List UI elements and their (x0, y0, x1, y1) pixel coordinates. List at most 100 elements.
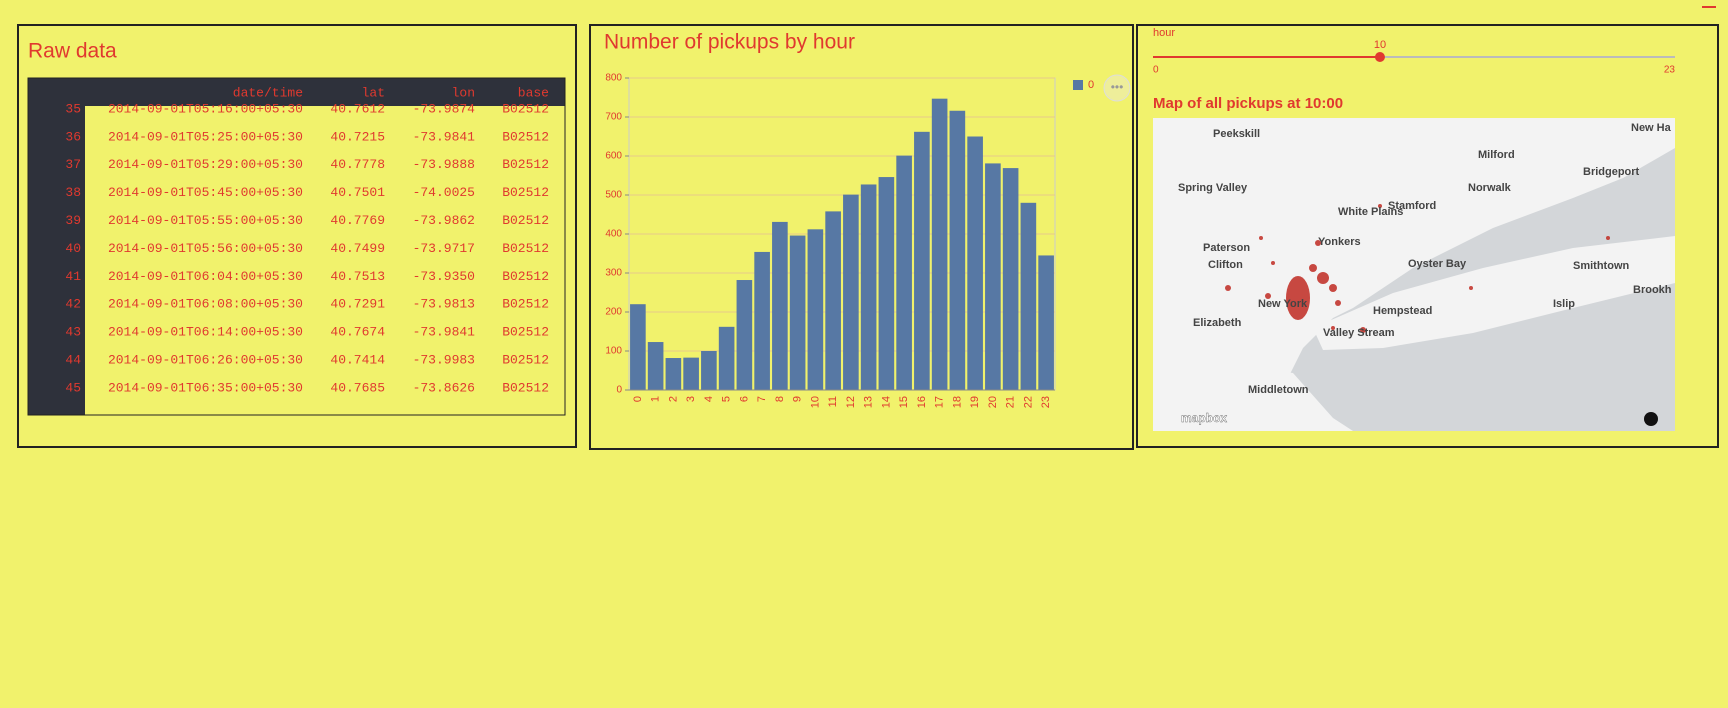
x-tick-label: 22 (1022, 396, 1034, 408)
chart-panel (589, 24, 1134, 450)
row-index: 40 (65, 241, 81, 256)
x-tick-label: 8 (774, 396, 786, 402)
table-cell: 40.7778 (330, 157, 385, 172)
place-label: Yonkers (1318, 236, 1361, 248)
y-tick-label: 700 (605, 112, 622, 123)
bar (825, 211, 841, 390)
table-cell: 40.7291 (330, 297, 385, 312)
place-label: Oyster Bay (1408, 258, 1467, 270)
table-cell: B02512 (502, 297, 549, 312)
index-column (28, 78, 85, 415)
table-cell: 2014-09-01T05:25:00+05:30 (108, 129, 303, 144)
slider-max: 23 (1664, 65, 1676, 76)
bar (1002, 168, 1019, 390)
table-cell: -73.9983 (413, 353, 475, 368)
x-tick-label: 20 (987, 396, 999, 408)
bar (1020, 202, 1037, 390)
place-label: Paterson (1203, 242, 1250, 254)
place-label: Peekskill (1213, 128, 1260, 140)
x-tick-label: 13 (863, 396, 875, 408)
place-label: New Ha (1631, 122, 1672, 134)
place-label: White Plains (1338, 206, 1403, 218)
y-tick-label: 300 (605, 268, 622, 279)
table-cell: 2014-09-01T05:16:00+05:30 (108, 101, 303, 116)
table-cell: -73.9841 (413, 129, 476, 144)
bar (683, 357, 699, 390)
table-cell: B02512 (502, 325, 549, 340)
map[interactable]: Peekskill New Ha Milford Bridgeport Norwalk S… (1153, 118, 1675, 431)
table-cell: 2014-09-01T06:08:00+05:30 (108, 297, 303, 312)
menu-icon[interactable] (1702, 6, 1716, 8)
bar (985, 163, 1001, 390)
slider-value: 10 (1374, 39, 1386, 51)
table-cell: 2014-09-01T06:04:00+05:30 (108, 269, 303, 284)
bar (1038, 255, 1054, 390)
table-cell: -73.9717 (413, 241, 475, 256)
row-index: 42 (65, 297, 81, 312)
x-tick-label: 23 (1040, 396, 1052, 408)
place-label: Norwalk (1468, 182, 1512, 194)
table-cell: 40.7499 (330, 241, 385, 256)
place-label: Milford (1478, 149, 1515, 161)
table-cell: B02512 (502, 380, 549, 395)
bar (665, 358, 682, 390)
x-tick-label: 4 (703, 396, 715, 402)
x-tick-label: 9 (792, 396, 804, 402)
bar (718, 326, 735, 390)
table-cell: B02512 (502, 353, 549, 368)
table-cell: 40.7501 (330, 185, 385, 200)
y-tick-label: 400 (605, 229, 622, 240)
map-info-button[interactable] (1644, 412, 1658, 426)
bar (789, 235, 806, 390)
table-cell: B02512 (502, 185, 549, 200)
y-tick-label: 100 (605, 346, 622, 357)
table-cell: 40.7674 (330, 325, 385, 340)
bar (772, 221, 788, 390)
x-tick-label: 1 (650, 396, 662, 402)
x-tick-label: 15 (898, 396, 910, 408)
map-panel (1136, 24, 1719, 448)
bar (843, 194, 859, 390)
y-tick-label: 0 (616, 385, 622, 396)
chart-menu-dots: ••• (1111, 80, 1124, 94)
x-tick-label: 18 (951, 396, 963, 408)
row-index: 35 (65, 101, 81, 116)
place-label: Valley Stream (1323, 327, 1395, 339)
table-cell: 40.7414 (330, 353, 385, 368)
x-tick-label: 5 (721, 396, 733, 402)
table-cell: 2014-09-01T06:26:00+05:30 (108, 353, 303, 368)
table-cell: -73.9888 (413, 157, 475, 172)
bar (967, 136, 983, 390)
x-tick-label: 3 (685, 396, 697, 402)
table-cell: 2014-09-01T05:45:00+05:30 (108, 185, 303, 200)
place-label: New York (1258, 298, 1308, 310)
slider-thumb[interactable] (1374, 52, 1385, 62)
table-cell: 40.7513 (330, 269, 385, 284)
column-header: date/time (233, 85, 303, 100)
table-bg (28, 78, 565, 415)
bar (647, 342, 664, 390)
column-header: lat (362, 85, 385, 100)
bar (914, 131, 930, 390)
table-cell: 2014-09-01T06:35:00+05:30 (108, 380, 303, 395)
bar (878, 177, 895, 390)
bar (896, 155, 912, 390)
x-tick-label: 17 (934, 396, 946, 408)
legend-swatch (1073, 80, 1083, 90)
x-tick-label: 19 (969, 396, 981, 408)
table-cell: B02512 (502, 213, 549, 228)
table-cell: -73.9862 (413, 213, 475, 228)
x-tick-label: 6 (738, 396, 750, 402)
table-cell: 40.7685 (330, 380, 385, 395)
y-tick-label: 200 (605, 307, 622, 318)
table-cell: 2014-09-01T05:56:00+05:30 (108, 241, 303, 256)
bar (701, 351, 717, 390)
row-index: 39 (65, 213, 81, 228)
x-tick-label: 7 (756, 396, 768, 402)
bar (807, 229, 824, 390)
y-tick-label: 600 (605, 151, 622, 162)
chart-menu-button[interactable] (1103, 74, 1131, 102)
map-attribution: mapbox (1181, 411, 1227, 425)
place-label: Hempstead (1373, 305, 1432, 317)
